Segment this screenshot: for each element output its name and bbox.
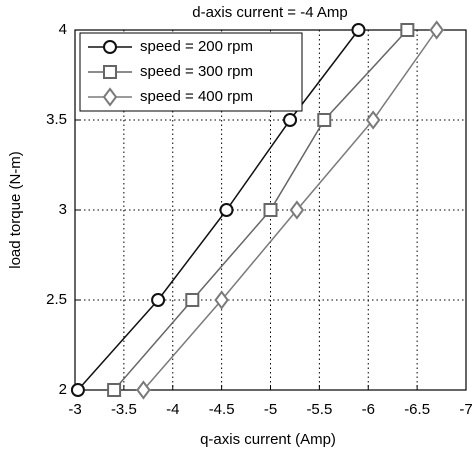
x-axis-label: q-axis current (Amp) xyxy=(200,431,336,448)
marker xyxy=(429,20,444,40)
marker xyxy=(263,203,278,217)
marker xyxy=(103,40,117,54)
marker xyxy=(219,203,234,217)
y-tick-label: 2 xyxy=(59,381,67,398)
marker xyxy=(102,87,118,107)
marker xyxy=(283,113,298,127)
x-tick-label: -6.5 xyxy=(404,401,430,418)
legend-label: speed = 400 rpm xyxy=(140,88,253,105)
marker xyxy=(103,65,117,79)
marker xyxy=(214,290,229,310)
marker xyxy=(70,383,85,397)
marker xyxy=(136,380,151,400)
x-tick-label: -5 xyxy=(264,401,277,418)
x-tick-label: -5.5 xyxy=(306,401,332,418)
x-tick-label: -3 xyxy=(68,401,81,418)
marker xyxy=(400,23,415,37)
chart-title: d-axis current = -4 Amp xyxy=(192,4,347,21)
marker xyxy=(185,293,200,307)
marker xyxy=(351,23,366,37)
y-tick-label: 4 xyxy=(59,21,67,38)
legend-label: speed = 200 rpm xyxy=(140,38,253,55)
marker xyxy=(289,200,305,220)
y-tick-label: 3 xyxy=(59,201,67,218)
marker xyxy=(365,110,381,130)
plot-frame xyxy=(74,29,467,391)
x-tick-label: -7 xyxy=(459,401,472,418)
marker xyxy=(317,113,332,127)
x-tick-label: -3.5 xyxy=(111,401,137,418)
marker xyxy=(107,383,122,397)
legend-label: speed = 300 rpm xyxy=(140,63,253,80)
y-axis-label: load torque (N-m) xyxy=(7,151,24,269)
y-tick-label: 2.5 xyxy=(46,291,67,308)
marker xyxy=(151,293,166,307)
y-tick-label: 3.5 xyxy=(46,111,67,128)
x-tick-label: -6 xyxy=(362,401,375,418)
x-tick-label: -4 xyxy=(166,401,179,418)
x-tick-label: -4.5 xyxy=(209,401,235,418)
